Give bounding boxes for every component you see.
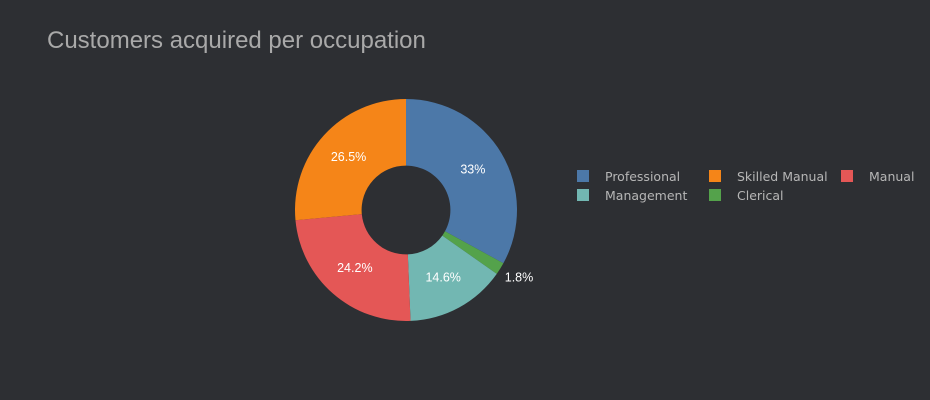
legend-label: Clerical bbox=[737, 187, 784, 203]
slice-professional[interactable] bbox=[406, 99, 517, 264]
slice-label-management: 14.6% bbox=[425, 271, 460, 285]
legend-swatch bbox=[709, 189, 721, 201]
legend-label: Skilled Manual bbox=[737, 168, 828, 184]
slice-label-clerical: 1.8% bbox=[505, 271, 534, 285]
chart-title: Customers acquired per occupation bbox=[47, 27, 426, 54]
legend-swatch bbox=[577, 170, 589, 182]
legend-item-professional[interactable]: Professional bbox=[577, 168, 709, 184]
legend-item-clerical[interactable]: Clerical bbox=[709, 187, 841, 203]
slice-label-professional: 33% bbox=[460, 163, 485, 177]
slice-clerical[interactable] bbox=[442, 231, 504, 274]
slice-label-manual: 24.2% bbox=[337, 261, 372, 275]
legend-item-management[interactable]: Management bbox=[577, 187, 709, 203]
slice-management[interactable] bbox=[407, 235, 497, 321]
legend-item-skilled-manual[interactable]: Skilled Manual bbox=[709, 168, 841, 184]
legend-swatch bbox=[577, 189, 589, 201]
legend-label: Manual bbox=[869, 168, 915, 184]
slice-skilled-manual[interactable] bbox=[295, 99, 406, 221]
legend-label: Professional bbox=[605, 168, 681, 184]
legend: Professional Skilled Manual Manual Manageme… bbox=[577, 168, 921, 203]
legend-item-manual[interactable]: Manual bbox=[841, 168, 921, 184]
slice-label-skilled-manual: 26.5% bbox=[331, 150, 366, 164]
legend-swatch bbox=[841, 170, 853, 182]
legend-label: Management bbox=[605, 187, 688, 203]
slice-manual[interactable] bbox=[295, 214, 411, 321]
legend-swatch bbox=[709, 170, 721, 182]
